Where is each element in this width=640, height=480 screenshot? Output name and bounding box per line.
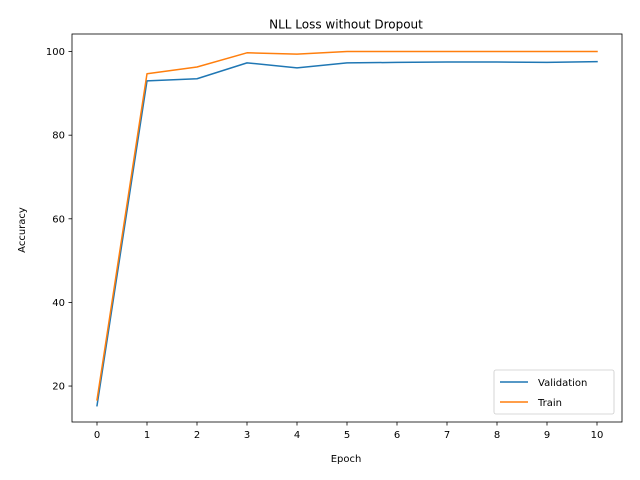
x-tick-label: 1 <box>144 430 150 441</box>
legend-label-train: Train <box>537 398 562 409</box>
x-tick-label: 0 <box>94 430 100 441</box>
plot-area <box>71 33 623 423</box>
y-axis: 20 40 60 80 100 <box>46 47 72 393</box>
x-tick-label: 5 <box>344 430 350 441</box>
y-tick-label: 100 <box>46 47 65 58</box>
x-tick-label: 2 <box>194 430 200 441</box>
x-axis-label: Epoch <box>331 454 362 465</box>
x-tick-label: 6 <box>394 430 400 441</box>
x-axis: 0 1 2 3 4 5 6 7 8 9 10 <box>94 422 604 441</box>
x-tick-label: 7 <box>444 430 450 441</box>
y-tick-label: 20 <box>52 382 65 393</box>
x-tick-label: 9 <box>544 430 550 441</box>
legend: Validation Train <box>493 369 615 415</box>
legend-label-validation: Validation <box>538 378 587 389</box>
series-line-validation <box>96 60 598 407</box>
x-tick-label: 4 <box>294 430 300 441</box>
y-tick-label: 80 <box>52 131 65 142</box>
y-axis-label: Accuracy <box>17 207 28 253</box>
chart-title: NLL Loss without Dropout <box>269 18 423 32</box>
legend-box <box>493 369 615 415</box>
x-tick-label: 3 <box>244 430 250 441</box>
y-tick-label: 60 <box>52 214 65 225</box>
x-tick-label: 10 <box>591 430 604 441</box>
x-tick-label: 8 <box>494 430 500 441</box>
y-tick-label: 40 <box>52 298 65 309</box>
plot-frame <box>71 33 623 423</box>
series-line-train <box>96 50 598 401</box>
